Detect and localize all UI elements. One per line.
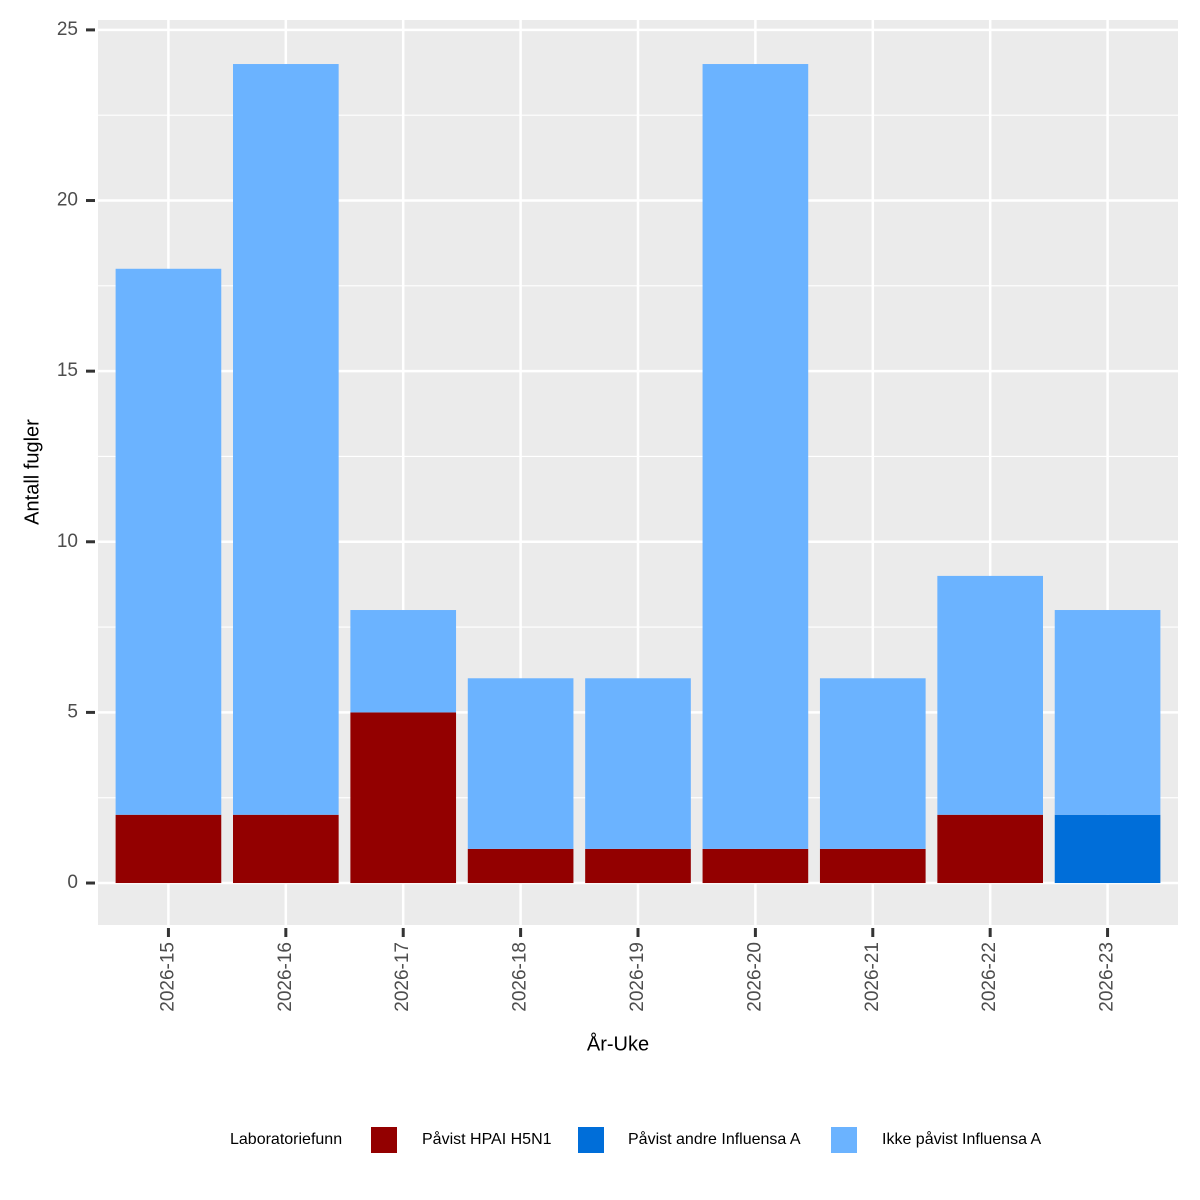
- x-tick-label: 2026-22: [979, 942, 1000, 1012]
- x-tick-label: 2026-17: [392, 942, 413, 1012]
- legend-swatch: [829, 1125, 859, 1155]
- bar-segment: [937, 814, 1043, 884]
- y-tick-label: 15: [57, 360, 78, 381]
- legend-title: Laboratoriefunn: [230, 1131, 342, 1148]
- x-tick-label: 2026-16: [275, 942, 296, 1012]
- bar-segment: [115, 268, 222, 815]
- bar-segment: [585, 678, 691, 849]
- bar-segment: [1054, 610, 1161, 815]
- y-tick-label: 25: [57, 19, 78, 40]
- legend-label: Påvist andre Influensa A: [628, 1130, 801, 1148]
- y-tick-label: 0: [67, 872, 78, 893]
- x-tick-label: 2026-21: [862, 942, 883, 1012]
- bar-segment: [937, 575, 1043, 815]
- legend-swatch: [576, 1125, 606, 1155]
- bar-segment: [115, 814, 222, 884]
- bar-segment: [1054, 814, 1161, 884]
- legend-label: Påvist HPAI H5N1: [422, 1130, 552, 1148]
- legend-label: Ikke påvist Influensa A: [882, 1130, 1042, 1148]
- bar-segment: [702, 848, 809, 884]
- y-axis-title: Antall fugler: [21, 419, 43, 525]
- x-tick-label: 2026-19: [627, 942, 648, 1012]
- bar-segment: [350, 610, 457, 713]
- y-tick-label: 20: [57, 190, 78, 211]
- bar-segment: [233, 814, 339, 884]
- x-axis-title: År-Uke: [587, 1032, 649, 1055]
- bar-segment: [467, 848, 574, 884]
- bar-segment: [467, 678, 574, 849]
- y-tick-label: 5: [67, 701, 78, 722]
- x-tick-label: 2026-20: [744, 942, 765, 1012]
- bar-segment: [233, 64, 339, 815]
- bar-segment: [585, 848, 691, 884]
- bar-segment: [819, 678, 926, 849]
- x-tick-label: 2026-18: [510, 942, 531, 1012]
- y-tick-label: 10: [57, 531, 78, 552]
- bar-segment: [350, 712, 457, 884]
- bar-segment: [702, 64, 809, 849]
- x-tick-label: 2026-15: [157, 942, 178, 1012]
- bar-segment: [819, 848, 926, 884]
- legend-swatch: [369, 1125, 399, 1155]
- x-tick-label: 2026-23: [1097, 942, 1118, 1012]
